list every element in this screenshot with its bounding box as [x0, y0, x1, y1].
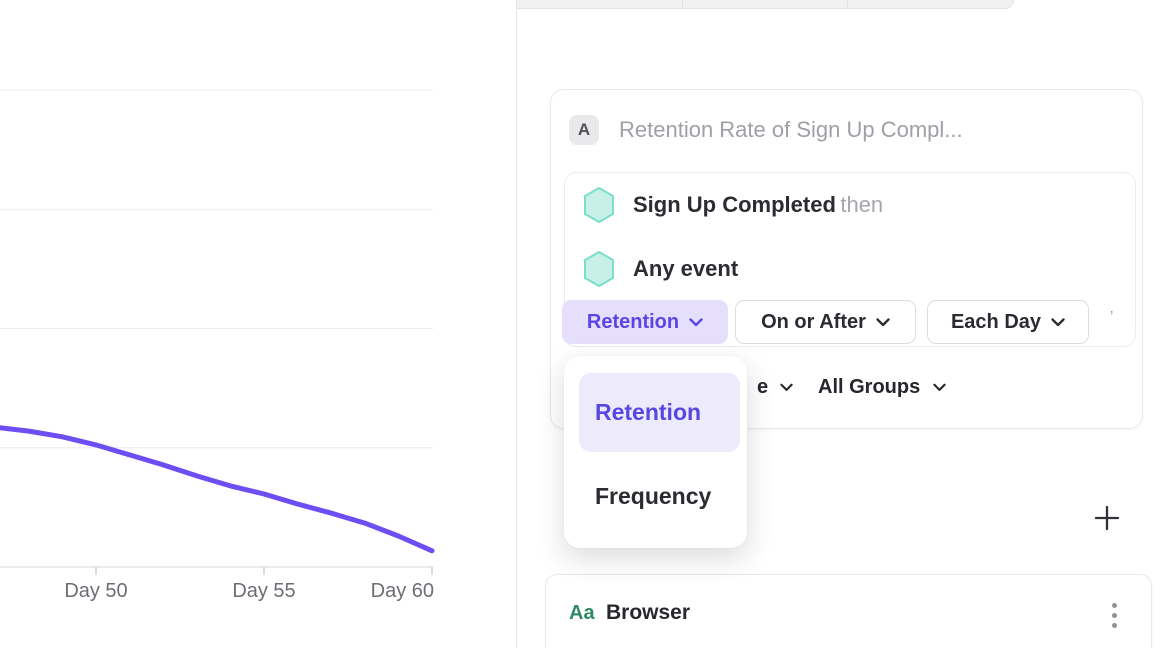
chevron-down-icon [689, 317, 703, 326]
retention-series-line [0, 425, 435, 554]
clipped-dropdown[interactable]: e [757, 376, 793, 399]
x-tick-label: Day 60 [371, 580, 434, 602]
kebab-dot [1111, 602, 1117, 608]
clipped-tab-bar [517, 0, 1014, 9]
kebab-dot [1111, 622, 1117, 628]
group-by-property-name[interactable]: Browser [606, 601, 691, 624]
group-by-card: Aa Browser [545, 574, 1152, 648]
query-title-placeholder[interactable]: Retention Rate of Sign Up Compl... [619, 117, 963, 142]
event-hexagon-icon [584, 187, 614, 223]
event-suffix: then [840, 192, 884, 217]
all-groups-dropdown[interactable]: All Groups [818, 376, 946, 399]
clipped-tab[interactable] [681, 0, 848, 8]
chevron-down-icon [1051, 317, 1065, 326]
chevron-down-icon [876, 317, 890, 326]
metric-dropdown-menu: Retention Frequency [564, 356, 747, 548]
timing-dropdown-button[interactable]: On or After [735, 300, 916, 344]
event-row[interactable]: Any event [582, 251, 738, 287]
menu-item-frequency[interactable]: Frequency [595, 483, 712, 509]
series-badge: A [569, 115, 599, 145]
metric-dropdown-button[interactable]: Retention [562, 300, 728, 344]
x-tick-label: Day 55 [232, 580, 295, 602]
event-name: Any event [633, 256, 739, 281]
event-hexagon-icon [584, 251, 614, 287]
all-groups-label: All Groups [818, 376, 921, 398]
add-group-by-button[interactable] [1093, 504, 1121, 532]
chevron-down-icon [780, 383, 793, 391]
granularity-dropdown-button[interactable]: Each Day [927, 300, 1089, 344]
metric-dropdown-label: Retention [586, 310, 680, 333]
chart-canvas: Day 50 Day 55 Day 60 [0, 89, 435, 602]
clipped-tab[interactable] [517, 0, 682, 8]
retention-line-chart: Day 50 Day 55 Day 60 [0, 0, 517, 648]
menu-item-retention[interactable]: Retention [579, 373, 740, 452]
plus-icon [1094, 505, 1120, 531]
event-row[interactable]: Sign Up Completed then [582, 187, 883, 223]
panel-divider [516, 0, 517, 648]
text-property-icon: Aa [569, 602, 595, 624]
kebab-dot [1111, 612, 1117, 618]
secondary-controls-row: e All Groups [551, 376, 1142, 406]
clipped-element-mark: ’ [1110, 308, 1114, 325]
clipped-dropdown-label: e [757, 376, 769, 398]
event-name: Sign Up Completed [633, 192, 836, 217]
kebab-menu-button[interactable] [1100, 596, 1128, 634]
clipped-tab[interactable] [847, 0, 1013, 8]
x-tick-label: Day 50 [64, 580, 127, 602]
granularity-dropdown-label: Each Day [950, 310, 1042, 333]
timing-dropdown-label: On or After [761, 310, 866, 333]
chevron-down-icon [933, 383, 946, 391]
